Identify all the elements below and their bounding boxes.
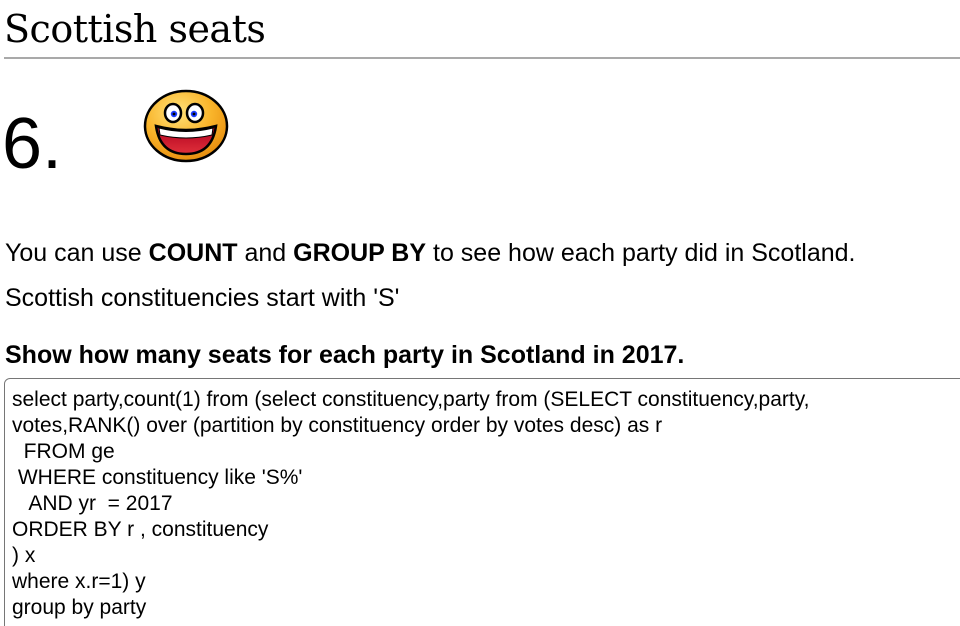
question-number: 6.	[2, 104, 63, 184]
keyword-group-by: GROUP BY	[293, 239, 427, 267]
intro-text: You can use COUNT and GROUP BY to see ho…	[5, 238, 855, 268]
sql-editor[interactable]: select party,count(1) from (select const…	[4, 378, 960, 626]
sql-line[interactable]: WHERE constituency like 'S%'	[12, 466, 303, 489]
sql-line[interactable]: FROM ge	[12, 440, 115, 463]
sql-line[interactable]: votes,RANK() over (partition by constitu…	[12, 414, 663, 437]
sql-line[interactable]: AND yr = 2017	[12, 492, 173, 515]
intro-part-3: to see how each party did in Scotland.	[426, 239, 856, 267]
sql-line[interactable]: group by party	[12, 596, 147, 619]
sql-line[interactable]: ) x	[12, 544, 36, 567]
smiley-face-icon	[143, 89, 229, 163]
intro-part-2: and	[237, 239, 294, 267]
page-title: Scottish seats	[4, 7, 266, 51]
sql-line[interactable]: select party,count(1) from (select const…	[12, 388, 810, 411]
intro-part-1: You can use	[5, 239, 149, 267]
hint-text: Scottish constituencies start with 'S'	[5, 284, 400, 312]
sql-line[interactable]: ORDER BY r , constituency	[12, 518, 269, 541]
title-divider	[4, 57, 960, 59]
sql-line[interactable]: where x.r=1) y	[12, 570, 146, 593]
task-statement: Show how many seats for each party in Sc…	[5, 341, 685, 369]
keyword-count: COUNT	[148, 239, 238, 267]
